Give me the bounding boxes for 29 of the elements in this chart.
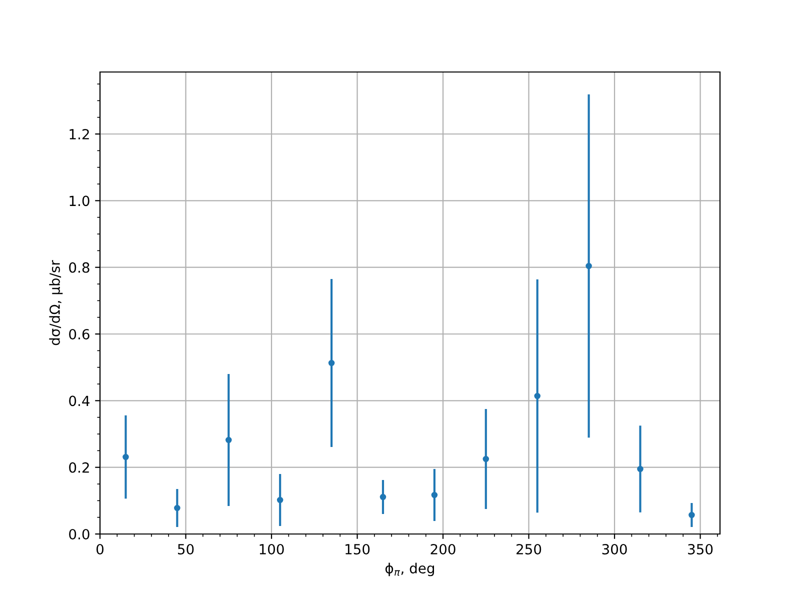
x-tick-label: 200: [430, 544, 456, 554]
y-tick-label: 0.2: [69, 462, 89, 473]
point: [226, 436, 232, 444]
point: [380, 494, 386, 500]
point: [637, 466, 644, 472]
y-tick-label: 0.8: [69, 262, 90, 273]
y-tick-label: 0.6: [69, 328, 90, 340]
point: [174, 504, 180, 512]
point: [122, 454, 129, 460]
point: [328, 360, 335, 366]
y-tick-label: 1.2: [70, 128, 89, 140]
point: [482, 456, 490, 462]
x-tick-label: 250: [516, 544, 542, 554]
point: [431, 492, 438, 498]
point: [688, 512, 695, 518]
point: [534, 392, 540, 400]
x-axis-title: ϕ$_{π}$, deg: [385, 562, 434, 576]
y-tick-label: 0.4: [69, 396, 90, 406]
x-tick-label: 50: [178, 544, 194, 554]
x-tick-label: 150: [346, 544, 370, 554]
point: [586, 262, 592, 270]
x-tick-label: 0: [96, 544, 104, 554]
x-tick-label: 300: [602, 544, 627, 554]
y-tick-label: 1.0: [70, 196, 90, 206]
x-tick-label: 350: [688, 544, 713, 554]
y-axis-title: dσ/dΩ, μb/sr: [49, 260, 63, 346]
x-tick-label: 100: [260, 544, 284, 554]
y-tick-label: 0.0: [69, 528, 90, 540]
point: [276, 496, 284, 504]
